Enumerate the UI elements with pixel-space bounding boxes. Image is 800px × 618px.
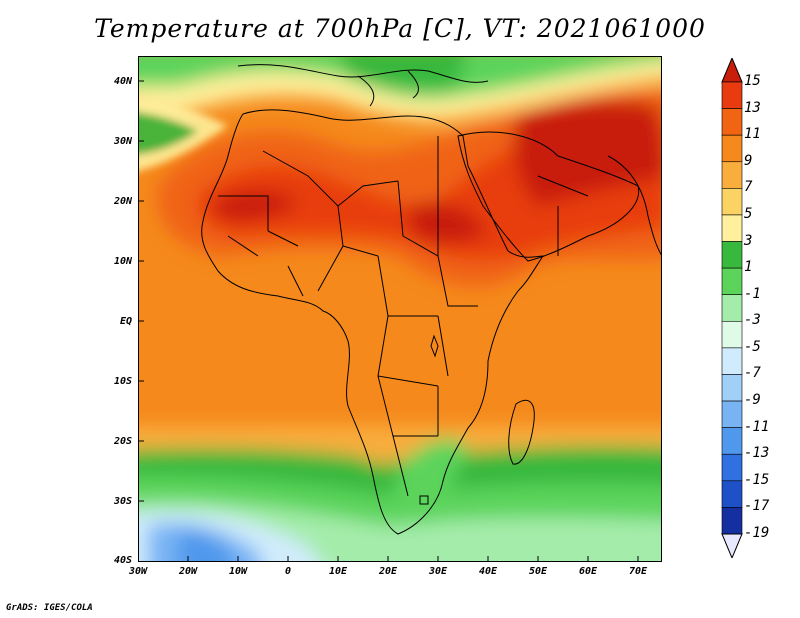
lat-label-40n: 40N <box>113 76 132 87</box>
colorbar-box <box>721 320 743 349</box>
colorbar-bottom-arrow <box>721 533 743 558</box>
colorbar-label: 1 <box>744 259 753 276</box>
coastlines <box>201 64 662 535</box>
lon-label-30w: 30W <box>128 566 148 577</box>
colorbar-label: -13 <box>744 445 770 462</box>
lon-label-70e: 70E <box>628 566 648 577</box>
colorbar-box <box>721 161 743 189</box>
lat-label-30n: 30N <box>113 136 132 147</box>
colorbar-box <box>721 81 743 109</box>
colorbar-box <box>721 347 743 375</box>
colorbar-box <box>721 427 743 455</box>
colorbar-label: -11 <box>744 418 770 435</box>
colorbar-box <box>721 241 743 269</box>
map-panel <box>138 56 662 562</box>
colorbar-box <box>721 188 743 216</box>
lat-label-30s: 30S <box>113 496 132 507</box>
colorbar-box <box>721 267 743 296</box>
colorbar-box <box>721 134 743 163</box>
colorbar <box>721 58 743 558</box>
colorbar-label: 13 <box>744 99 761 116</box>
lat-label-40s: 40S <box>113 555 132 566</box>
lat-label-eq: EQ <box>119 316 132 327</box>
colorbar-box <box>721 374 743 402</box>
colorbar-box <box>721 507 743 535</box>
lon-label-30e: 30E <box>428 566 448 577</box>
colorbar-box <box>721 294 743 322</box>
colorbar-label: -7 <box>744 365 761 382</box>
colorbar-top-arrow <box>721 58 743 83</box>
colorbar-label: -9 <box>744 392 761 409</box>
colorbar-label: 15 <box>744 73 761 89</box>
lon-label-20w: 20W <box>178 566 198 577</box>
colorbar-label: -19 <box>744 525 770 541</box>
lon-label-0: 0 <box>284 566 292 577</box>
lat-label-10s: 10S <box>113 376 132 387</box>
lon-label-10e: 10E <box>328 566 348 577</box>
colorbar-box <box>721 400 743 428</box>
colorbar-label: -5 <box>744 338 761 355</box>
map-frame <box>138 56 662 562</box>
temperature-field <box>138 56 662 562</box>
colorbar-label: 7 <box>744 179 753 196</box>
lat-label-10n: 10N <box>113 256 132 267</box>
lon-label-60e: 60E <box>578 566 598 577</box>
lon-label-20e: 20E <box>378 566 398 577</box>
axis-ticks <box>138 80 639 562</box>
footer-credit: GrADS: IGES/COLA <box>6 603 93 613</box>
colorbar-label: -15 <box>744 471 770 488</box>
colorbar-label: 11 <box>744 126 761 143</box>
colorbar-box <box>721 453 743 482</box>
temperature-map <box>138 56 662 562</box>
colorbar-label: 9 <box>744 152 753 169</box>
colorbar-box <box>721 480 743 508</box>
lon-label-10w: 10W <box>228 566 248 577</box>
colorbar-label: 3 <box>744 232 753 249</box>
colorbar-label: -3 <box>744 312 761 329</box>
colorbar-label: -1 <box>744 285 761 302</box>
chart-title: Temperature at 700hPa [C], VT: 202106100… <box>94 14 706 43</box>
colorbar-box <box>721 108 743 136</box>
colorbar-box <box>721 214 743 242</box>
lon-label-40e: 40E <box>478 566 498 577</box>
colorbar-label: -17 <box>744 498 770 515</box>
lon-label-50e: 50E <box>528 566 548 577</box>
lat-label-20s: 20S <box>113 436 132 447</box>
colorbar-label: 5 <box>744 205 753 222</box>
lat-label-20n: 20N <box>113 196 132 207</box>
